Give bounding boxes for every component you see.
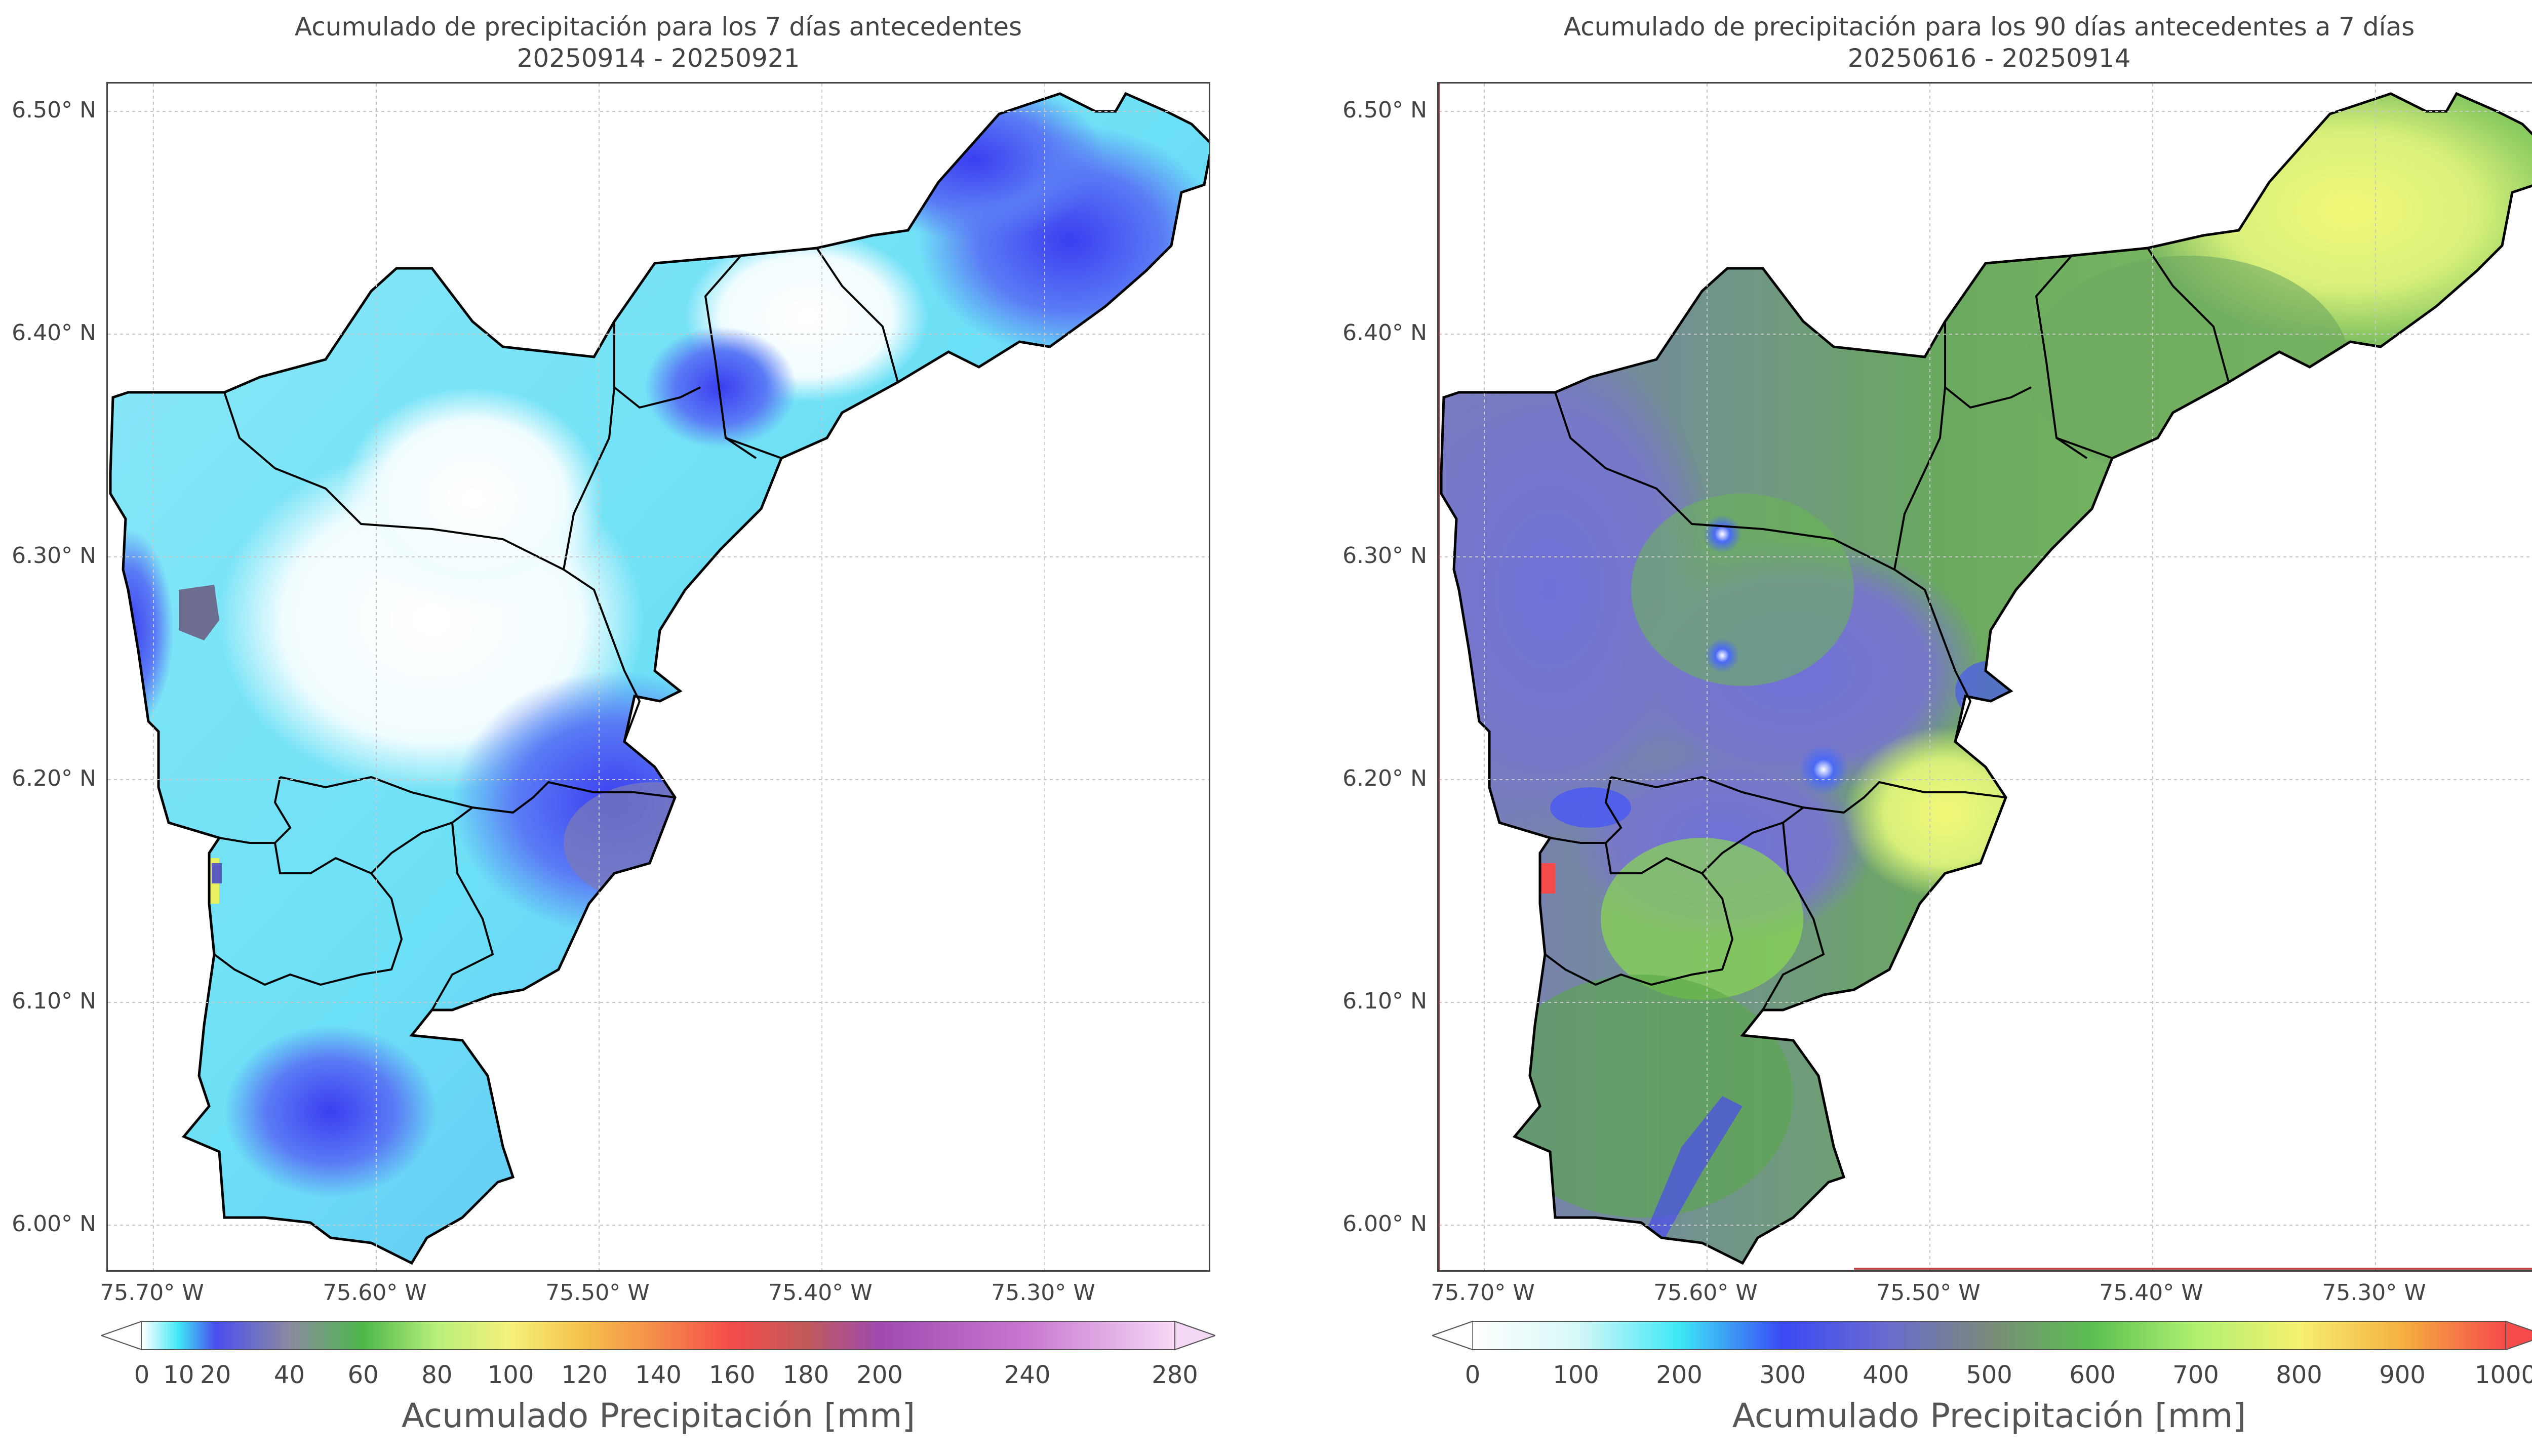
colorbar-tick-label: 160 [708,1361,756,1389]
colorbar-90d-label: Acumulado Precipitación [mm] [1732,1396,2246,1435]
colorbar-7d-svg [99,1320,1217,1351]
y-tick: 6.10° N [1342,988,1427,1014]
map-title-line2: 20250914 - 20250921 [517,44,800,73]
colorbar-tick-label: 800 [2276,1361,2322,1389]
colorbar-gradient [1473,1321,2506,1350]
colorbar-max-extend [1174,1320,1217,1351]
y-tick: 6.30° N [12,543,96,569]
x-tick: 75.70° W [1431,1280,1535,1306]
basin-outline [1440,92,2532,1265]
map-90d-svg [1439,84,2532,1270]
x-tick: 75.40° W [2099,1280,2203,1306]
colorbar-tick-label: 300 [1759,1361,1806,1389]
colorbar-gradient [142,1321,1175,1350]
basin-outline [109,92,1209,1265]
colorbar-tick-label: 280 [1152,1361,1198,1389]
x-tick: 75.30° W [2322,1280,2426,1306]
colorbar-90d [1430,1320,2532,1351]
colorbar-min-extend [1430,1320,1473,1351]
x-tick: 75.30° W [991,1280,1095,1306]
colorbar-tick-label: 0 [1465,1361,1481,1389]
colorbar-tick-label: 100 [1553,1361,1599,1389]
x-tick: 75.50° W [1876,1280,1981,1306]
graticule [1439,84,2532,1270]
y-tick: 6.50° N [1342,97,1427,123]
map-7d-svg [108,84,1209,1270]
y-tick: 6.20° N [1342,765,1427,791]
precipitation-map-90d[interactable] [1437,82,2532,1272]
precip-field-7d [110,94,1209,1263]
colorbar-90d-ticks: 0 100 200 300 400 500 600 700 800 900 1000 [1432,1361,2532,1391]
colorbar-tick-label: 180 [782,1361,829,1389]
y-tick: 6.10° N [12,988,96,1014]
colorbar-tick-label: 900 [2379,1361,2426,1389]
map-title-right: Acumulado de precipitación para los 90 d… [1437,11,2532,74]
x-tick: 75.50° W [545,1280,650,1306]
colorbar-tick-label: 200 [856,1361,903,1389]
colorbar-min-extend [99,1320,142,1351]
x-tick: 75.60° W [1653,1280,1758,1306]
precip-field-90d [1441,94,2532,1263]
colorbar-90d-svg [1430,1320,2532,1351]
colorbar-7d-ticks: 0 10 20 40 60 80 100 120 140 160 180 200 240 280 [101,1361,1215,1391]
map-title-line2: 20250616 - 20250914 [1847,44,2131,73]
x-tick: 75.40° W [768,1280,873,1306]
subbasin-boundary [223,321,615,571]
colorbar-tick-label: 10 [163,1361,194,1389]
y-tick: 6.50° N [12,97,96,123]
colorbar-tick-label: 80 [421,1361,453,1389]
colorbar-7d-label: Acumulado Precipitación [mm] [401,1396,916,1435]
colorbar-tick-label: 20 [200,1361,231,1389]
y-tick: 6.40° N [12,320,96,346]
colorbar-tick-label: 400 [1863,1361,1909,1389]
colorbar-tick-label: 200 [1656,1361,1703,1389]
colorbar-tick-label: 240 [1004,1361,1051,1389]
map-title-line1: Acumulado de precipitación para los 90 d… [1563,12,2415,42]
map-title-left: Acumulado de precipitación para los 7 dí… [106,11,1210,74]
colorbar-tick-label: 140 [635,1361,682,1389]
precipitation-map-7d[interactable] [106,82,1210,1272]
colorbar-tick-label: 500 [1966,1361,2012,1389]
colorbar-7d [99,1320,1217,1351]
y-tick: 6.40° N [1342,320,1427,346]
y-tick: 6.00° N [12,1211,96,1237]
colorbar-tick-label: 100 [487,1361,534,1389]
colorbar-tick-label: 1000 [2474,1361,2532,1389]
y-tick: 6.30° N [1342,543,1427,569]
colorbar-tick-label: 0 [134,1361,150,1389]
map-title-line1: Acumulado de precipitación para los 7 dí… [294,12,1022,42]
colorbar-tick-label: 40 [273,1361,305,1389]
colorbar-tick-label: 600 [2069,1361,2116,1389]
colorbar-tick-label: 120 [561,1361,608,1389]
colorbar-tick-label: 60 [347,1361,379,1389]
y-tick: 6.00° N [1342,1211,1427,1237]
graticule [108,84,1209,1270]
colorbar-tick-label: 700 [2172,1361,2219,1389]
x-tick: 75.60° W [323,1280,427,1306]
x-tick: 75.70° W [100,1280,204,1306]
y-tick: 6.20° N [12,765,96,791]
